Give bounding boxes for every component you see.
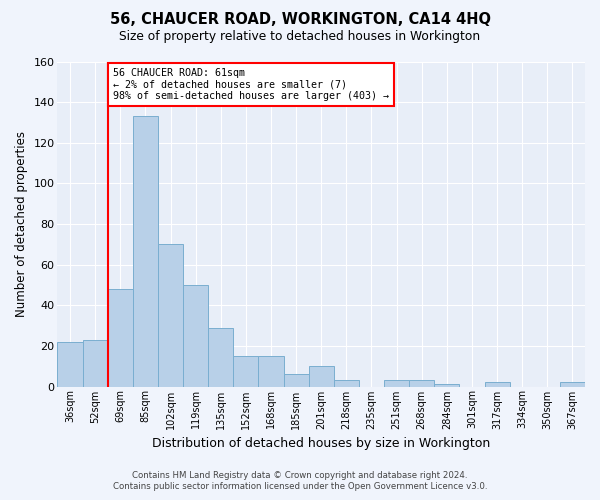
- Bar: [308, 366, 334, 386]
- Bar: [409, 380, 434, 386]
- Text: Size of property relative to detached houses in Workington: Size of property relative to detached ho…: [119, 30, 481, 43]
- Bar: [133, 116, 158, 386]
- Bar: [485, 382, 509, 386]
- Bar: [158, 244, 183, 386]
- Bar: [334, 380, 359, 386]
- Bar: [434, 384, 460, 386]
- Bar: [284, 374, 308, 386]
- Bar: [560, 382, 585, 386]
- Bar: [83, 340, 108, 386]
- Text: Contains public sector information licensed under the Open Government Licence v3: Contains public sector information licen…: [113, 482, 487, 491]
- Bar: [183, 285, 208, 386]
- X-axis label: Distribution of detached houses by size in Workington: Distribution of detached houses by size …: [152, 437, 490, 450]
- Text: Contains HM Land Registry data © Crown copyright and database right 2024.: Contains HM Land Registry data © Crown c…: [132, 471, 468, 480]
- Bar: [259, 356, 284, 386]
- Text: 56, CHAUCER ROAD, WORKINGTON, CA14 4HQ: 56, CHAUCER ROAD, WORKINGTON, CA14 4HQ: [110, 12, 491, 28]
- Bar: [384, 380, 409, 386]
- Bar: [58, 342, 83, 386]
- Text: 56 CHAUCER ROAD: 61sqm
← 2% of detached houses are smaller (7)
98% of semi-detac: 56 CHAUCER ROAD: 61sqm ← 2% of detached …: [113, 68, 389, 101]
- Y-axis label: Number of detached properties: Number of detached properties: [15, 131, 28, 317]
- Bar: [233, 356, 259, 386]
- Bar: [108, 289, 133, 386]
- Bar: [208, 328, 233, 386]
